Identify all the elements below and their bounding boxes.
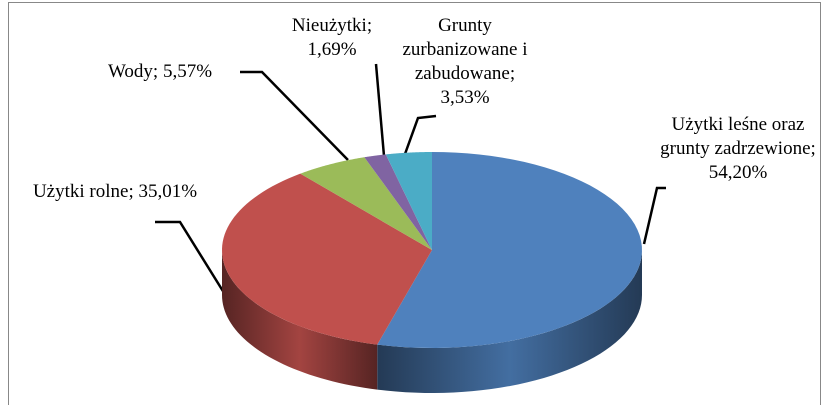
data-label: Nieużytki; 1,69% — [282, 14, 382, 62]
separator: ; — [509, 63, 516, 84]
pie-tops — [222, 152, 642, 348]
category-label: Użytki rolne — [32, 181, 129, 202]
pie-slice-side — [222, 250, 378, 390]
value-label: 5,57% — [162, 61, 213, 82]
value-label: 35,01% — [138, 181, 198, 202]
chart-frame — [8, 2, 821, 405]
pie-slice — [377, 152, 642, 348]
leader-lines — [155, 63, 666, 297]
leader-line — [642, 186, 666, 245]
value-label: 1,69% — [307, 39, 357, 60]
leader-line — [374, 63, 386, 157]
category-label: Użytki leśne oraz grunty zadrzewione — [660, 114, 811, 159]
category-label: Grunty zurbanizowane i zabudowane — [402, 15, 528, 84]
pie-slice — [385, 152, 432, 250]
data-label: Grunty zurbanizowane i zabudowane; 3,53% — [390, 14, 540, 110]
leader-line — [240, 70, 349, 161]
pie-slice — [364, 154, 432, 250]
pie-sides — [222, 250, 642, 393]
pie-slice — [300, 157, 432, 250]
separator: ; — [810, 138, 816, 159]
value-label: 54,20% — [708, 162, 768, 183]
value-label: 3,53% — [440, 87, 490, 108]
data-label: Wody; 5,57% — [75, 60, 245, 84]
separator: ; — [128, 181, 134, 202]
separator: ; — [152, 61, 159, 82]
separator: ; — [366, 15, 373, 36]
category-label: Wody — [107, 61, 153, 82]
data-label: Użytki rolne; 35,01% — [30, 180, 200, 204]
category-label: Nieużytki — [291, 15, 367, 36]
leader-line — [403, 114, 437, 155]
pie-slice — [222, 173, 432, 345]
data-label: Użytki leśne oraz grunty zadrzewione; 54… — [658, 113, 818, 185]
pie-slice-side — [377, 250, 642, 393]
leader-line — [155, 220, 228, 297]
